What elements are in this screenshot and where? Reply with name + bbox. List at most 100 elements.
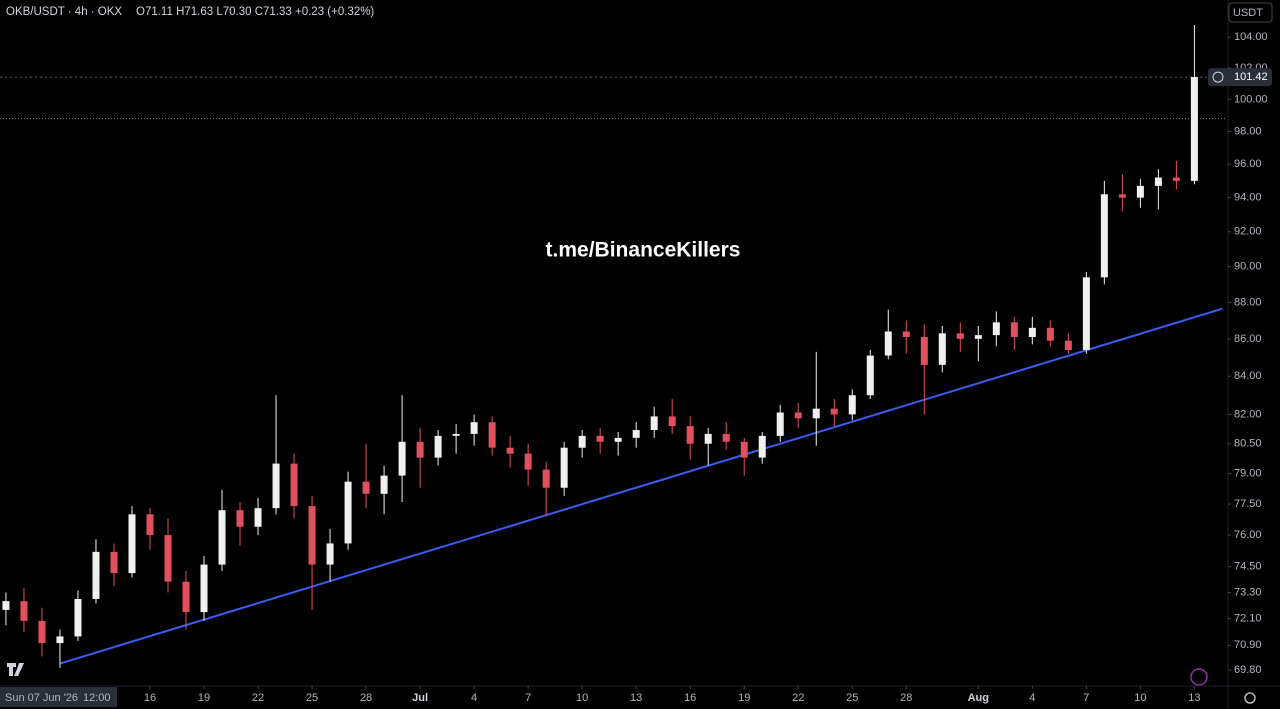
y-tick-label: 104.00 xyxy=(1234,31,1268,43)
price-tag-label: 101.42 xyxy=(1234,71,1268,83)
y-tick-label: 94.00 xyxy=(1234,192,1262,204)
candle-body xyxy=(2,601,10,610)
x-tick-label: 13 xyxy=(630,692,642,704)
y-tick-label: 88.00 xyxy=(1234,296,1262,308)
candle-body xyxy=(1136,185,1144,198)
y-tick-label: 96.00 xyxy=(1234,158,1262,170)
cursor-time: 12:00 xyxy=(83,692,111,704)
currency-button-frame[interactable] xyxy=(1228,2,1273,23)
candle-body xyxy=(92,551,100,599)
candle-body xyxy=(686,426,694,444)
candle-body xyxy=(146,514,154,536)
candle-body xyxy=(758,435,766,458)
candle-body xyxy=(920,337,928,365)
candle-body xyxy=(884,331,892,356)
currency-button[interactable]: USDT xyxy=(1228,2,1273,23)
y-tick-label: 90.00 xyxy=(1234,261,1262,273)
x-tick-label: 16 xyxy=(684,692,696,704)
trend-line xyxy=(59,307,1223,665)
x-tick-label: 4 xyxy=(1029,692,1035,704)
candle-body xyxy=(416,441,424,458)
candle-body xyxy=(1172,177,1180,181)
x-tick-label: 19 xyxy=(738,692,750,704)
logo-shape[interactable] xyxy=(7,663,24,676)
x-tick-label: 4 xyxy=(471,692,477,704)
candle-body xyxy=(1082,277,1090,350)
candle-body xyxy=(704,433,712,444)
x-tick-label: 22 xyxy=(792,692,804,704)
currency-label[interactable]: USDT xyxy=(1233,7,1263,19)
price-tag-icon xyxy=(1212,71,1224,83)
candle-body xyxy=(1064,340,1072,350)
y-tick-label: 77.50 xyxy=(1234,498,1262,510)
y-tick-label: 82.00 xyxy=(1234,408,1262,420)
tv-logo[interactable] xyxy=(7,663,24,676)
candle-body xyxy=(344,481,352,544)
watermark: t.me/BinanceKillers xyxy=(546,239,741,262)
x-tick-label: 19 xyxy=(198,692,210,704)
x-tick-label: 10 xyxy=(576,692,588,704)
candle-body xyxy=(326,543,334,565)
candle-body xyxy=(740,441,748,458)
x-tick-label: 28 xyxy=(360,692,372,704)
y-tick-label: 79.00 xyxy=(1234,468,1262,480)
candle-body xyxy=(1118,194,1126,198)
candle-body xyxy=(128,514,136,574)
candle-body xyxy=(848,395,856,415)
candle-body xyxy=(398,441,406,476)
y-tick-label: 74.50 xyxy=(1234,561,1262,573)
candle-body xyxy=(182,581,190,613)
candle-body xyxy=(38,620,46,644)
candle-body xyxy=(506,447,514,454)
candle-body xyxy=(308,506,316,565)
candle-body xyxy=(488,422,496,448)
x-tick-label: 7 xyxy=(525,692,531,704)
y-tick-label: 76.00 xyxy=(1234,529,1262,541)
ohlc-legend: O71.11 H71.63 L70.30 C71.33 +0.23 (+0.32… xyxy=(136,6,374,18)
candle-body xyxy=(218,510,226,565)
candle-body xyxy=(110,551,118,574)
x-tick-label: 13 xyxy=(1188,692,1200,704)
x-tick-label: 25 xyxy=(846,692,858,704)
candle-body xyxy=(1190,77,1198,181)
y-tick-label: 80.50 xyxy=(1234,438,1262,450)
settings-icon[interactable] xyxy=(1244,692,1256,704)
x-tick-label: Jul xyxy=(412,692,428,704)
candle-body xyxy=(578,435,586,448)
y-tick-label: 72.10 xyxy=(1234,613,1262,625)
candle-body xyxy=(902,331,910,338)
x-tick-label: 16 xyxy=(144,692,156,704)
candle-body xyxy=(164,535,172,582)
candle-body xyxy=(542,469,550,488)
candle-body xyxy=(470,422,478,434)
candle-body xyxy=(992,322,1000,336)
y-tick-label: 92.00 xyxy=(1234,226,1262,238)
price-tag xyxy=(1208,68,1272,87)
candle-body xyxy=(1154,177,1162,186)
candle-body xyxy=(830,408,838,415)
x-tick-label: 7 xyxy=(1083,692,1089,704)
candle-body xyxy=(452,433,460,436)
candle-body xyxy=(776,412,784,436)
candle-body xyxy=(236,510,244,527)
x-tick-label: 25 xyxy=(306,692,318,704)
candle-body xyxy=(1010,322,1018,338)
x-tick-label: 22 xyxy=(252,692,264,704)
candle-body xyxy=(1100,194,1108,278)
candle-body xyxy=(1046,327,1054,341)
cursor-date: Sun 07 Jun '26 xyxy=(5,692,78,704)
x-tick-label: Aug xyxy=(968,692,989,704)
alert-icon[interactable] xyxy=(1190,668,1208,686)
candle-body xyxy=(434,435,442,458)
y-tick-label: 86.00 xyxy=(1234,333,1262,345)
candle-body xyxy=(362,481,370,494)
candle-body xyxy=(560,447,568,488)
x-tick-label: 28 xyxy=(900,692,912,704)
candle-body xyxy=(794,412,802,419)
y-tick-label: 84.00 xyxy=(1234,370,1262,382)
candle-body xyxy=(938,333,946,365)
candle-body xyxy=(290,463,298,507)
candle-body xyxy=(632,430,640,438)
y-tick-label: 100.00 xyxy=(1234,93,1268,105)
